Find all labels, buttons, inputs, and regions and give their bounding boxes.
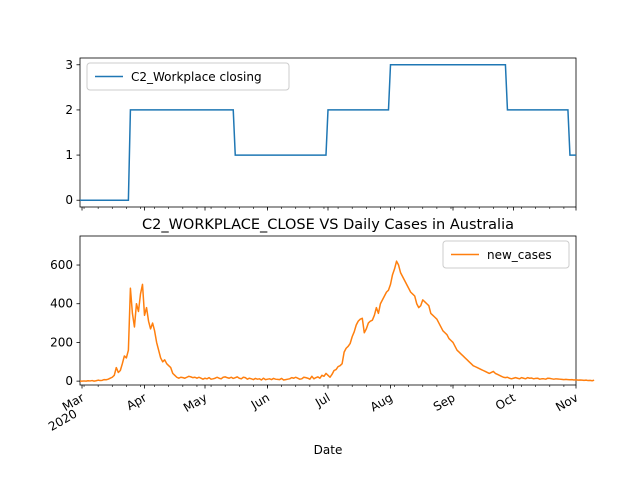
x-tick-label-may: May [181,390,209,415]
top-y-tick-label: 1 [65,148,73,162]
x-axis-label: Date [314,443,343,457]
x-tick-label-jul: Jul [312,390,332,410]
bottom-y-tick-label: 0 [65,374,73,388]
top-y-tick-label: 0 [65,193,73,207]
bottom-y-tick-label: 600 [50,258,73,272]
x-tick-label-sep: Sep [431,390,458,413]
series-line-c2-workplace-closing [80,64,576,201]
top-legend-box [86,62,290,91]
top-y-axis-ticks: 0 1 2 3 [65,58,80,207]
x-tick-label-jun: Jun [248,390,272,412]
top-y-tick-label: 2 [65,103,73,117]
top-legend: C2_Workplace closing [86,62,290,91]
workplace-closing-panel: 0 1 2 3 C2_Workplace closing [65,57,577,211]
x-tick-label-aug: Aug [368,390,395,414]
x-tick-label-nov: Nov [553,390,580,414]
bottom-y-tick-label: 400 [50,297,73,311]
bottom-y-tick-label: 200 [50,335,73,349]
x-tick-label-apr: Apr [124,390,149,413]
top-x-axis-ticks [81,207,577,211]
legend-label-c2-workplace-closing: C2_Workplace closing [131,70,262,84]
bottom-legend-box [442,240,570,269]
legend-label-new-cases: new_cases [487,248,552,262]
top-y-tick-label: 3 [65,58,73,72]
x-tick-sublabel-year: 2020 [46,406,79,433]
chart-title: C2_WORKPLACE_CLOSE VS Daily Cases in Aus… [142,217,514,233]
x-tick-label-oct: Oct [493,390,518,413]
bottom-legend: new_cases [442,240,570,269]
bottom-y-axis-ticks: 0 200 400 600 [50,258,80,388]
daily-cases-panel: C2_WORKPLACE_CLOSE VS Daily Cases in Aus… [46,217,595,457]
series-line-new-cases [80,260,595,382]
